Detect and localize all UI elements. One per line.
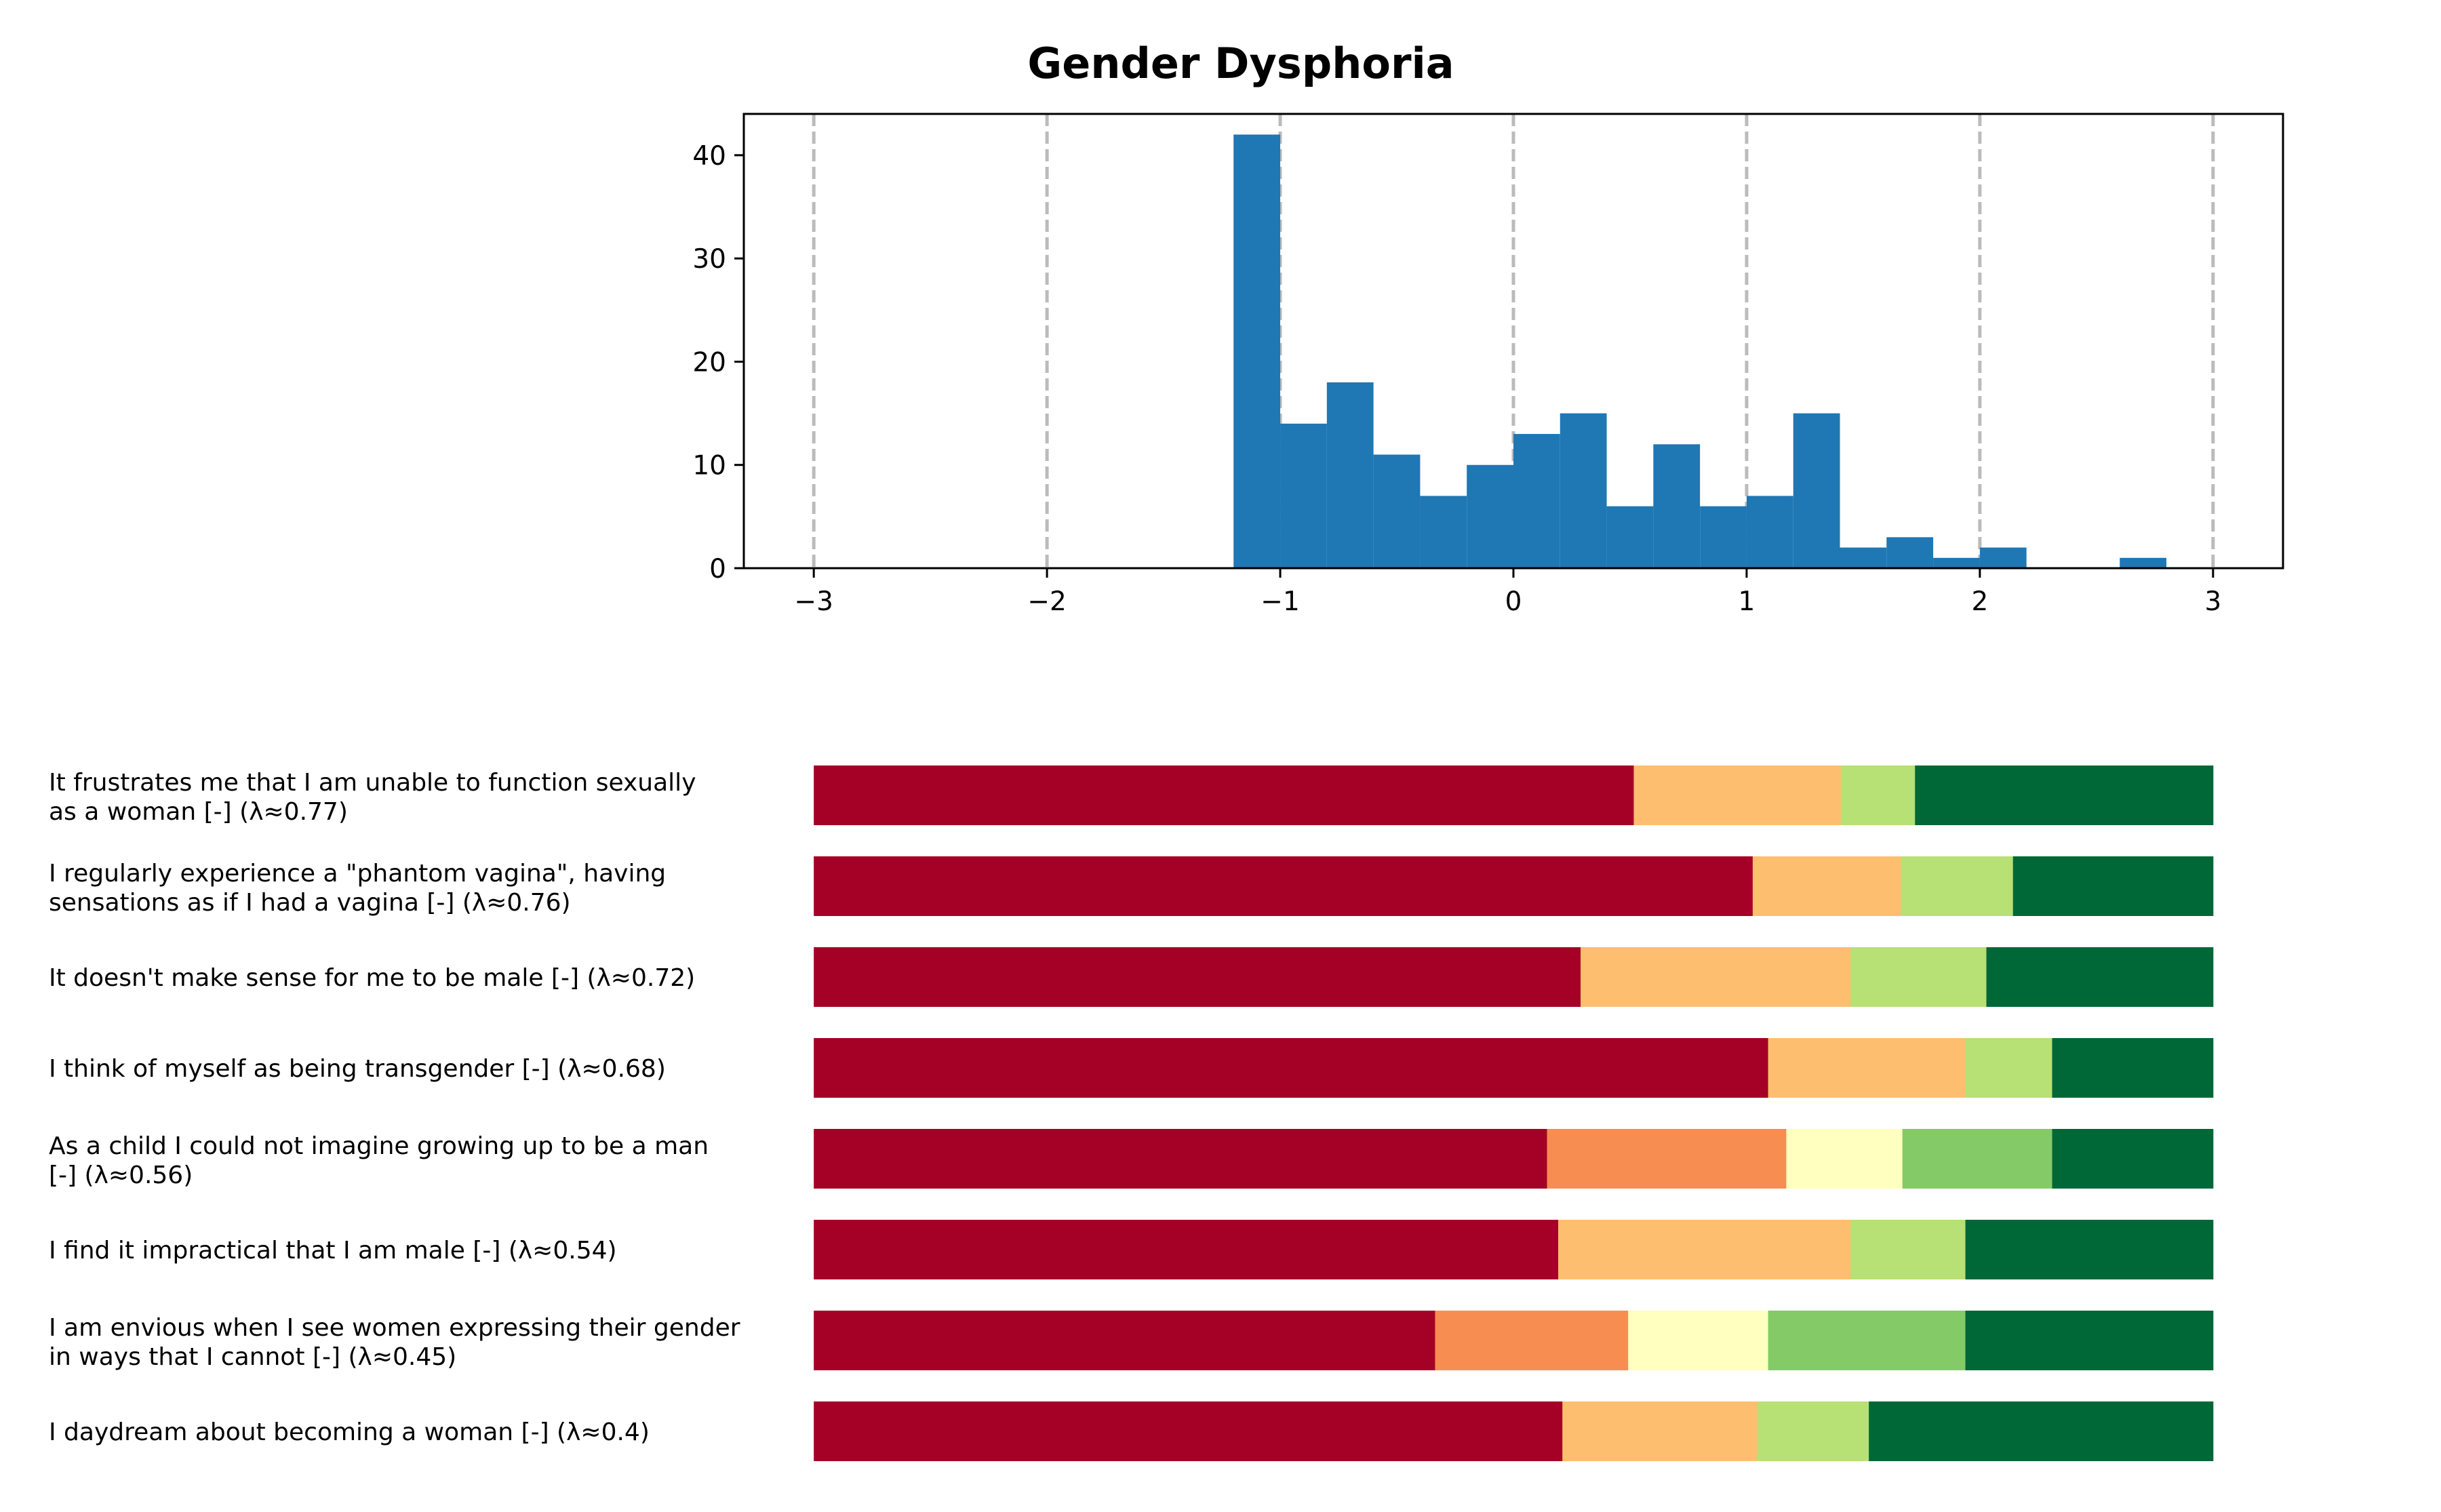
histogram-bar [1326, 382, 1374, 568]
response-segment [1768, 1038, 1966, 1098]
item-row: It doesn't make sense for me to be male … [49, 947, 2214, 1007]
y-tick-label: 40 [692, 141, 726, 172]
response-segment [1902, 1129, 2052, 1189]
x-tick-label: 2 [1971, 586, 1988, 617]
histogram-bar [1979, 547, 2027, 568]
item-row: As a child I could not imagine growing u… [49, 1129, 2214, 1189]
y-tick-label: 20 [692, 347, 726, 378]
response-segment [2052, 1038, 2214, 1098]
x-tick-label: 1 [1739, 586, 1755, 617]
histogram-panel: Gender Dysphoria −3 −2 −1 0 1 2 3 0 10 20 30 40 [692, 39, 2284, 617]
histogram-bar [1886, 537, 1934, 568]
histogram-bar [1606, 506, 1654, 568]
histogram-bar [1467, 464, 1513, 568]
response-segment [1562, 1401, 1758, 1461]
response-segment [1915, 765, 2214, 825]
response-segment [1850, 1220, 1966, 1279]
response-segment [1850, 947, 1987, 1007]
response-segment [1786, 1129, 1903, 1189]
histogram-bar [1700, 506, 1747, 568]
histogram-x-axis: −3 −2 −1 0 1 2 3 [794, 568, 2221, 617]
response-segment [1869, 1401, 2214, 1461]
response-segment [1633, 765, 1842, 825]
y-tick-label: 30 [692, 244, 726, 275]
response-segment [1840, 765, 1916, 825]
chart-title: Gender Dysphoria [1027, 39, 1454, 88]
histogram-bar [1560, 413, 1607, 568]
response-segment [814, 765, 1634, 825]
histogram-bar [1840, 547, 1887, 568]
response-segment [1558, 1220, 1851, 1279]
histogram-bar [1793, 413, 1840, 568]
response-segment [814, 856, 1753, 916]
item-label-line2: as a woman [-] (λ≈0.77) [49, 798, 348, 826]
response-segment [814, 947, 1581, 1007]
x-tick-label: −2 [1027, 586, 1067, 617]
item-row: I am envious when I see women expressing… [49, 1311, 2214, 1371]
response-segment [1628, 1311, 1769, 1370]
histogram-bar [2120, 557, 2167, 568]
response-segment [1901, 856, 2014, 916]
response-segment [1581, 947, 1851, 1007]
x-tick-label: −1 [1261, 586, 1300, 617]
response-segment [1757, 1401, 1869, 1461]
response-segment [1986, 947, 2214, 1007]
histogram-bars [1233, 134, 2167, 569]
response-segment [1965, 1311, 2214, 1370]
item-label-line2: [-] (λ≈0.56) [49, 1161, 193, 1189]
response-segment [2052, 1129, 2214, 1189]
response-segment [1965, 1220, 2214, 1279]
item-row: It frustrates me that I am unable to fun… [49, 765, 2214, 826]
response-segment [1768, 1311, 1966, 1370]
item-label: It doesn't make sense for me to be male … [49, 964, 695, 992]
item-label-line1: It frustrates me that I am unable to fun… [49, 769, 696, 797]
item-label-line1: I regularly experience a "phantom vagina… [49, 860, 666, 888]
item-row: I regularly experience a "phantom vagina… [49, 856, 2214, 917]
histogram-bar [1933, 557, 1980, 568]
response-segment [814, 1038, 1769, 1098]
response-segment [1752, 856, 1902, 916]
histogram-bar [1746, 496, 1793, 568]
response-segment [814, 1311, 1435, 1370]
histogram-bar [1653, 444, 1701, 568]
item-label-line2: sensations as if I had a vagina [-] (λ≈0… [49, 889, 571, 917]
y-tick-label: 0 [709, 554, 726, 584]
response-segment [814, 1129, 1548, 1189]
histogram-bar [1420, 496, 1467, 568]
item-row: I find it impractical that I am male [-]… [49, 1220, 2214, 1279]
response-segment [814, 1220, 1559, 1279]
histogram-y-axis: 0 10 20 30 40 [692, 141, 744, 584]
item-row: I think of myself as being transgender [… [49, 1038, 2214, 1098]
item-label-line1: I am envious when I see women expressing… [49, 1314, 740, 1342]
histogram-bar [1373, 454, 1421, 568]
item-row: I daydream about becoming a woman [-] (λ… [49, 1401, 2214, 1461]
item-label: I think of myself as being transgender [… [49, 1055, 666, 1083]
response-segment [1965, 1038, 2052, 1098]
item-label: I daydream about becoming a woman [-] (λ… [49, 1418, 650, 1446]
histogram-bar [1280, 423, 1327, 568]
response-segment [2012, 856, 2214, 916]
item-label: I find it impractical that I am male [-]… [49, 1237, 617, 1265]
histogram-bar [1233, 134, 1281, 569]
item-label-line2: in ways that I cannot [-] (λ≈0.45) [49, 1343, 456, 1371]
response-segment [1547, 1129, 1787, 1189]
x-tick-label: 3 [2204, 586, 2221, 617]
x-tick-label: −3 [794, 586, 833, 617]
response-segment [814, 1401, 1563, 1461]
x-tick-label: 0 [1505, 586, 1522, 617]
item-response-bars-panel: It frustrates me that I am unable to fun… [49, 765, 2214, 1461]
histogram-bar [1513, 434, 1560, 568]
response-segment [1435, 1311, 1629, 1370]
item-label-line1: As a child I could not imagine growing u… [49, 1132, 709, 1160]
y-tick-label: 10 [692, 451, 726, 481]
